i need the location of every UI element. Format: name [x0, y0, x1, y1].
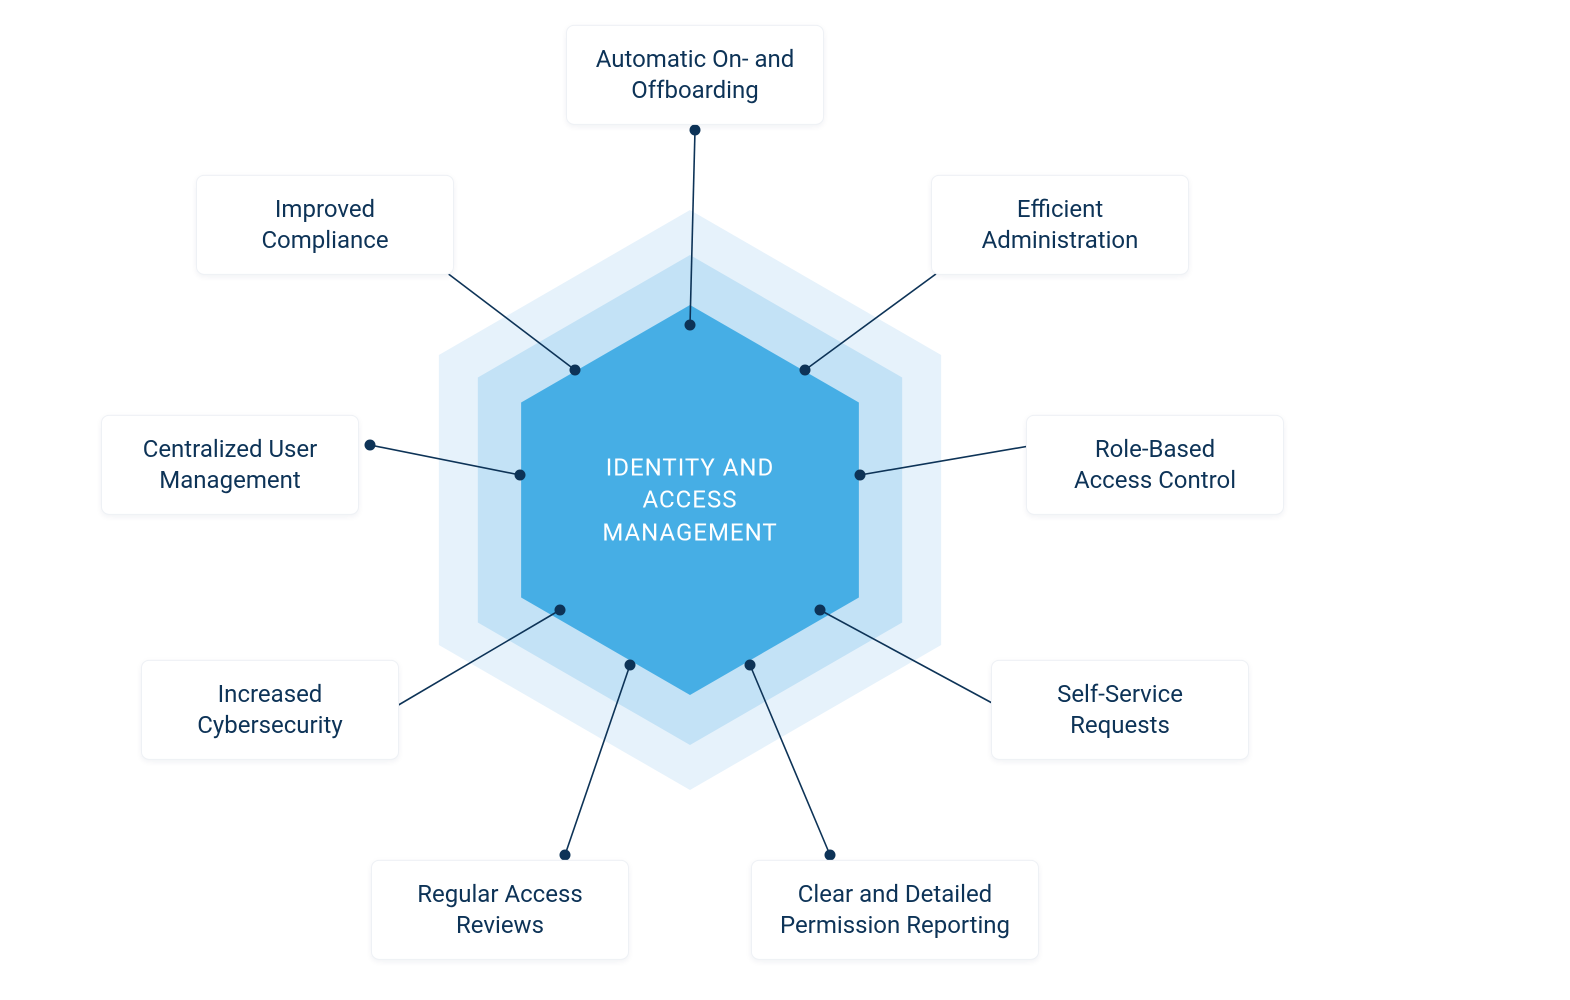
card-rbac: Role-Based Access Control — [1026, 415, 1284, 515]
card-reviews: Regular Access Reviews — [371, 860, 629, 960]
connector-dot-inner-onboarding — [685, 320, 696, 331]
card-onboarding: Automatic On- and Offboarding — [566, 25, 824, 125]
connector-dot-inner-cybersecurity — [555, 605, 566, 616]
connector-dot-inner-efficient-admin — [800, 365, 811, 376]
connector-dot-inner-reporting — [745, 660, 756, 671]
diagram-stage: IDENTITY AND ACCESS MANAGEMENT Automatic… — [0, 0, 1570, 1000]
card-cybersecurity: Increased Cybersecurity — [141, 660, 399, 760]
connector-dot-outer-onboarding — [690, 125, 701, 136]
card-efficient-admin: Efficient Administration — [931, 175, 1189, 275]
connector-dot-inner-reviews — [625, 660, 636, 671]
card-reporting: Clear and Detailed Permission Reporting — [751, 860, 1039, 960]
center-label: IDENTITY AND ACCESS MANAGEMENT — [602, 451, 777, 548]
connector-dot-outer-centralized — [365, 440, 376, 451]
card-compliance: Improved Compliance — [196, 175, 454, 275]
card-self-service: Self-Service Requests — [991, 660, 1249, 760]
card-centralized: Centralized User Management — [101, 415, 359, 515]
connector-dot-inner-rbac — [855, 470, 866, 481]
connector-dot-inner-self-service — [815, 605, 826, 616]
connector-dot-inner-centralized — [515, 470, 526, 481]
connector-dot-inner-compliance — [570, 365, 581, 376]
